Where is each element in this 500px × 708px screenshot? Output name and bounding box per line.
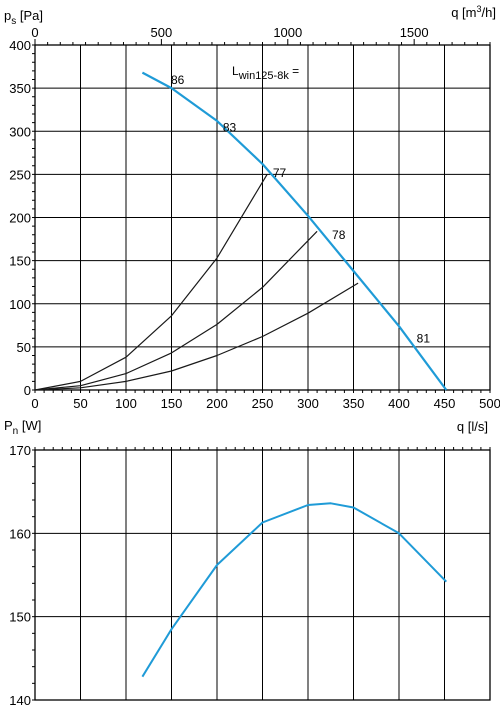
y-tick-label: 150 bbox=[9, 254, 31, 269]
airflow-ls-axis-title: q [l/s] bbox=[457, 419, 488, 434]
y-tick-label: 170 bbox=[9, 443, 31, 458]
pressure-chart: ps [Pa] q [m3/h] Lwin125-8k = q [l/s] 0 5… bbox=[4, 4, 500, 434]
x-tick-label: 250 bbox=[252, 396, 274, 411]
y-tick-label: 300 bbox=[9, 124, 31, 139]
y-tick-label: 200 bbox=[9, 211, 31, 226]
y-tick-label: 50 bbox=[17, 340, 31, 355]
pressure-axis-title: ps [Pa] bbox=[4, 8, 43, 27]
x-tick-label: 200 bbox=[206, 396, 228, 411]
x-tick-label: 350 bbox=[343, 396, 365, 411]
top-axis-tick-label: 1500 bbox=[400, 25, 429, 40]
sound-level-annotation: Lwin125-8k = bbox=[232, 64, 299, 82]
y-tick-label: 140 bbox=[9, 693, 31, 708]
top-axis-tick-label: 500 bbox=[151, 25, 173, 40]
sound-level-label: 83 bbox=[223, 120, 237, 134]
power-axis-title: Pn [W] bbox=[4, 418, 41, 437]
system-curve-2 bbox=[34, 230, 318, 391]
power-chart: Pn [W] 140 150 160 170 bbox=[4, 418, 491, 708]
y-tick-label: 160 bbox=[9, 526, 31, 541]
power-plot-frame bbox=[34, 449, 491, 701]
x-tick-label: 450 bbox=[434, 396, 456, 411]
power-grid bbox=[32, 447, 491, 701]
x-tick-label: 150 bbox=[161, 396, 183, 411]
x-tick-label: 300 bbox=[297, 396, 319, 411]
sound-level-label: 81 bbox=[417, 332, 431, 346]
power-curve bbox=[141, 502, 448, 678]
y-tick-label: 100 bbox=[9, 297, 31, 312]
airflow-m3h-axis-title: q [m3/h] bbox=[451, 4, 496, 20]
y-tick-label: 400 bbox=[9, 38, 31, 53]
top-axis-tick-label: 1000 bbox=[273, 25, 302, 40]
fan-curve bbox=[141, 71, 448, 391]
y-tick-label: 0 bbox=[24, 383, 31, 398]
system-curve-3 bbox=[34, 282, 359, 391]
y-tick-label: 350 bbox=[9, 81, 31, 96]
x-tick-label: 400 bbox=[388, 396, 410, 411]
pressure-plot-frame bbox=[34, 44, 491, 391]
sound-level-label: 78 bbox=[332, 228, 346, 242]
sound-level-label: 77 bbox=[273, 166, 287, 180]
system-curve-1 bbox=[34, 174, 268, 391]
sound-level-label: 86 bbox=[171, 73, 185, 87]
top-axis-tick-label: 0 bbox=[31, 25, 38, 40]
x-tick-label: 500 bbox=[479, 396, 500, 411]
x-tick-label: 50 bbox=[73, 396, 87, 411]
x-tick-label: 100 bbox=[115, 396, 137, 411]
y-tick-label: 250 bbox=[9, 167, 31, 182]
x-tick-label: 0 bbox=[31, 396, 38, 411]
y-tick-label: 150 bbox=[9, 610, 31, 625]
